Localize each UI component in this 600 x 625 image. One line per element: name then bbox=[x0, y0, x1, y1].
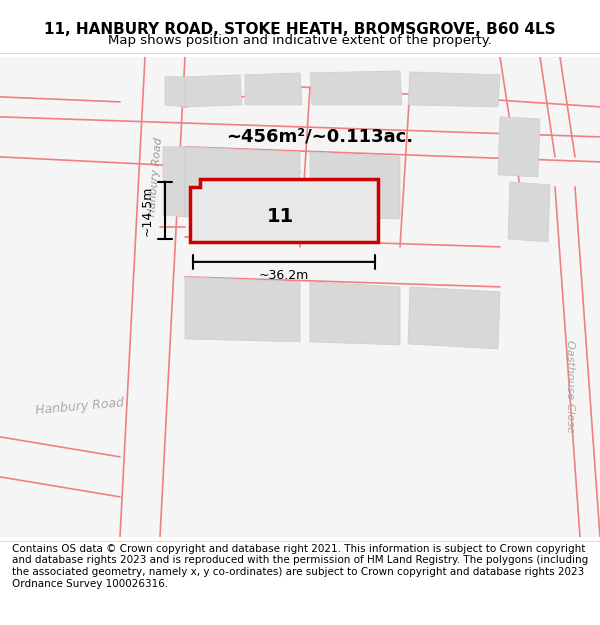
Text: 11, HANBURY ROAD, STOKE HEATH, BROMSGROVE, B60 4LS: 11, HANBURY ROAD, STOKE HEATH, BROMSGROV… bbox=[44, 22, 556, 37]
Polygon shape bbox=[498, 117, 540, 177]
Polygon shape bbox=[310, 152, 400, 219]
Text: Oasthouse Close: Oasthouse Close bbox=[565, 341, 575, 433]
Polygon shape bbox=[185, 75, 242, 107]
Text: 11: 11 bbox=[266, 208, 293, 226]
Text: ~456m²/~0.113ac.: ~456m²/~0.113ac. bbox=[226, 128, 413, 146]
Polygon shape bbox=[165, 77, 185, 107]
Polygon shape bbox=[245, 73, 302, 105]
Text: ~14.5m: ~14.5m bbox=[140, 185, 154, 236]
Polygon shape bbox=[310, 282, 400, 345]
Polygon shape bbox=[408, 287, 500, 349]
Text: Hanbury Road: Hanbury Road bbox=[35, 396, 125, 418]
Polygon shape bbox=[508, 182, 550, 242]
Text: Contains OS data © Crown copyright and database right 2021. This information is : Contains OS data © Crown copyright and d… bbox=[12, 544, 588, 589]
Polygon shape bbox=[408, 72, 500, 107]
Polygon shape bbox=[190, 179, 378, 242]
Text: Hanbury Road: Hanbury Road bbox=[146, 137, 163, 217]
Polygon shape bbox=[310, 71, 402, 105]
Polygon shape bbox=[185, 147, 300, 217]
Polygon shape bbox=[185, 277, 300, 342]
Text: Map shows position and indicative extent of the property.: Map shows position and indicative extent… bbox=[108, 34, 492, 48]
Text: ~36.2m: ~36.2m bbox=[259, 269, 309, 282]
Polygon shape bbox=[163, 147, 185, 217]
